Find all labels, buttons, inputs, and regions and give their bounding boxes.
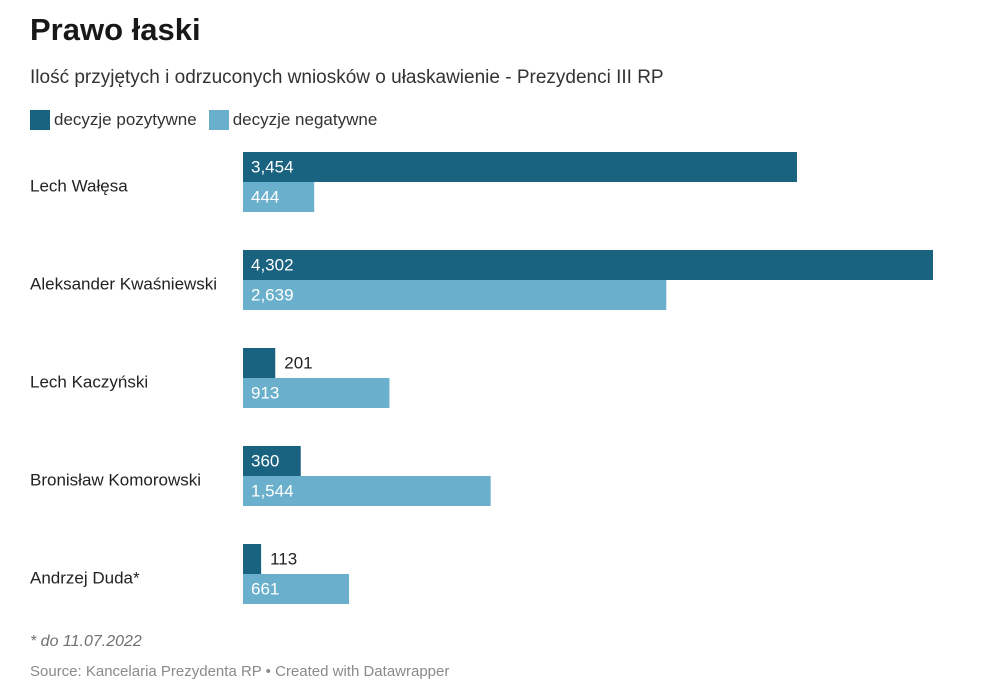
value-label-negative: 913 (251, 383, 279, 402)
bar-positive (243, 446, 301, 476)
category-label: Bronisław Komorowski (30, 470, 201, 489)
bar-negative (243, 182, 315, 212)
value-label-negative: 444 (251, 187, 279, 206)
chart-title: Prawo łaski (30, 12, 201, 47)
bar-chart: Lech Wałęsa 3,454 444 Aleksander Kwaśniewsk… (30, 152, 933, 604)
value-label-positive: 113 (270, 549, 297, 568)
category-label: Andrzej Duda* (30, 568, 140, 587)
chart-subtitle: Ilość przyjętych i odrzuconych wniosków … (30, 67, 664, 88)
legend-swatch-negative (208, 110, 229, 130)
value-label-negative: 661 (251, 579, 279, 598)
legend-swatch-positive (30, 110, 50, 130)
bar-positive (243, 250, 933, 280)
bar-negative (243, 476, 491, 506)
category-label: Lech Wałęsa (30, 176, 128, 195)
bar-negative (243, 378, 390, 408)
legend: decyzje pozytywne decyzje negatywne (30, 110, 389, 130)
value-label-negative: 1,544 (251, 481, 294, 500)
bar-positive (243, 544, 262, 574)
value-label-positive: 360 (251, 451, 279, 470)
bar-negative (243, 574, 350, 604)
legend-label-positive: decyzje pozytywne (54, 110, 197, 129)
legend-item-negative: decyzje negatywne (208, 110, 378, 130)
bar-positive (243, 348, 276, 378)
category-label: Aleksander Kwaśniewski (30, 274, 217, 293)
source-line: Source: Kancelaria Prezydenta RP • Creat… (30, 663, 450, 680)
legend-label-negative: decyzje negatywne (232, 110, 378, 129)
value-label-negative: 2,639 (251, 285, 294, 304)
footnote: * do 11.07.2022 (30, 633, 142, 650)
value-label-positive: 3,454 (251, 157, 294, 176)
legend-item-positive: decyzje pozytywne (30, 110, 197, 130)
bar-negative (243, 280, 667, 310)
value-label-positive: 201 (284, 353, 312, 372)
bar-positive (243, 152, 797, 182)
category-label: Lech Kaczyński (30, 372, 148, 391)
value-label-positive: 4,302 (251, 255, 294, 274)
